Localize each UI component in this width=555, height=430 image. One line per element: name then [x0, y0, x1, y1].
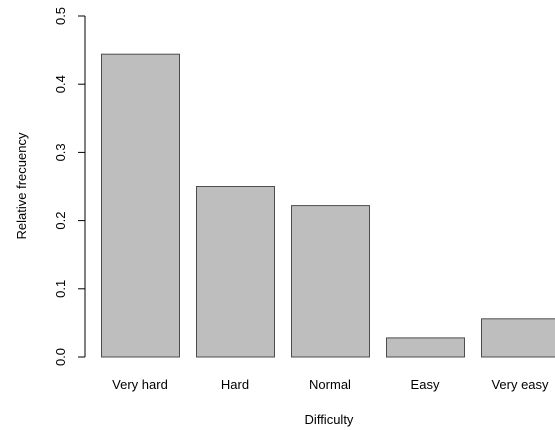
y-tick-label: 0.4	[53, 75, 68, 93]
bar	[291, 205, 370, 358]
y-tick-label: 0.5	[53, 7, 68, 25]
y-axis-title: Relative frecuency	[14, 132, 29, 239]
x-tick-label: Very easy	[491, 377, 549, 392]
x-tick-labels: Very hard Hard Normal Easy Very easy	[112, 377, 549, 392]
bar	[481, 318, 555, 358]
x-tick-label: Normal	[309, 377, 351, 392]
x-axis-title: Difficulty	[305, 412, 354, 427]
y-tick-label: 0.2	[53, 212, 68, 230]
y-tick-label: 0.1	[53, 280, 68, 298]
x-tick-label: Hard	[221, 377, 249, 392]
x-tick-label: Very hard	[112, 377, 168, 392]
y-tick-label: 0.0	[53, 348, 68, 366]
y-tick-label: 0.3	[53, 143, 68, 161]
bar	[101, 53, 180, 358]
bar	[196, 186, 275, 358]
y-axis: 0.0 0.1 0.2 0.3 0.4 0.5	[53, 7, 86, 366]
x-tick-label: Easy	[411, 377, 440, 392]
bar	[386, 337, 465, 358]
bars	[101, 53, 555, 358]
